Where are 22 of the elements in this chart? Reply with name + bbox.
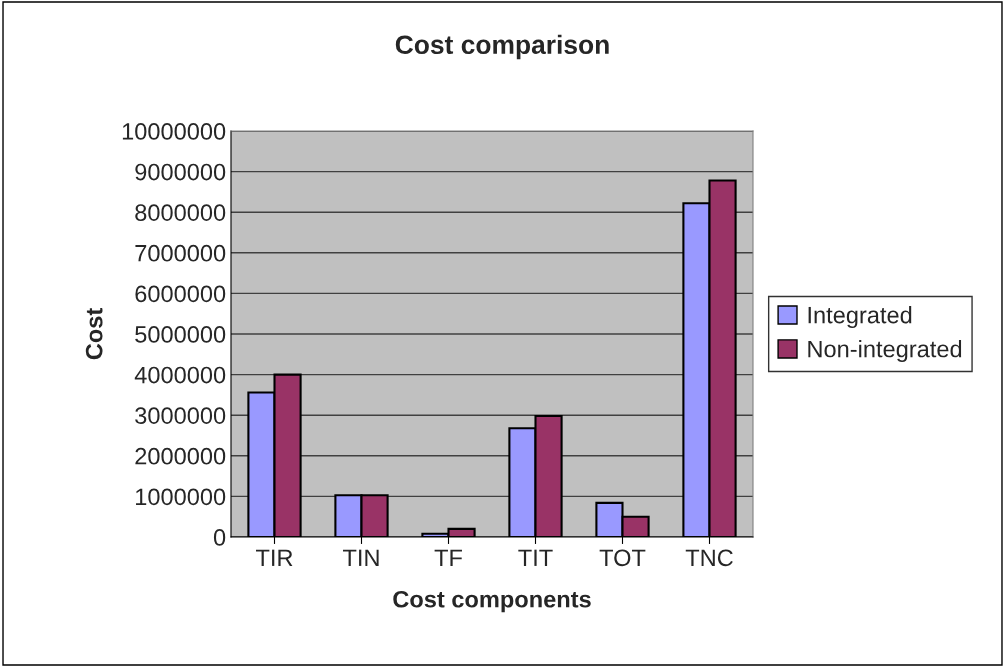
y-tick-label: 0 [213,529,226,546]
x-tick-label: TNC [685,549,733,567]
y-axis-title: Cost [85,308,103,360]
x-axis-title: Cost components [393,590,591,613]
y-tick-label: 3000000 [135,407,226,424]
x-tick-label: TIT [518,549,553,566]
chart-title: Cost comparison [395,34,609,60]
x-tick-label: TOT [599,549,646,567]
y-tick-label: 10000000 [122,123,226,140]
y-tick-label: 1000000 [136,488,226,506]
y-tick-label: 7000000 [135,244,226,262]
y-tick-label: 8000000 [135,204,226,221]
y-tick-label: 2000000 [135,447,226,465]
legend-label: Non-integrated [808,340,962,363]
x-tick-label: TF [434,549,462,566]
y-tick-label: 4000000 [134,366,226,384]
y-tick-label: 9000000 [135,163,226,181]
y-tick-label: 5000000 [135,326,226,343]
x-tick-label: TIN [343,549,379,566]
x-tick-label: TIR [256,549,293,566]
y-tick-label: 6000000 [135,285,226,303]
legend-label: Integrated [808,306,912,329]
